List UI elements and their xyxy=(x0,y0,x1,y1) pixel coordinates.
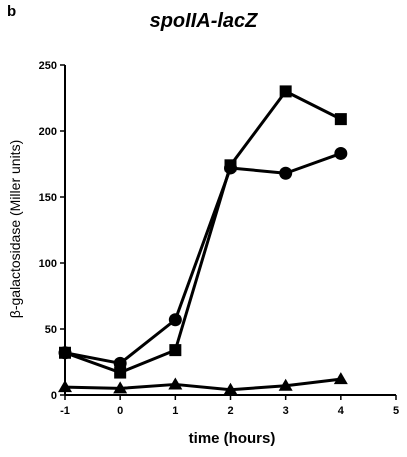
y-tick-label: 200 xyxy=(39,126,57,138)
y-axis-label: β-galactosidase (Miller units) xyxy=(7,140,23,318)
y-tick-label: 150 xyxy=(39,192,57,204)
y-tick-label: 250 xyxy=(39,60,57,72)
x-tick-label: 5 xyxy=(393,405,399,417)
series-square xyxy=(59,85,347,379)
x-tick-label: 1 xyxy=(172,405,178,417)
data-point-circle xyxy=(279,166,293,180)
panel-letter: b xyxy=(7,3,17,20)
data-point-circle xyxy=(58,346,72,360)
data-point-circle xyxy=(334,146,348,160)
data-point-triangle xyxy=(223,382,238,395)
x-tick-label: 2 xyxy=(227,405,233,417)
data-point-triangle xyxy=(168,377,183,390)
series-line xyxy=(64,89,342,375)
data-point-square xyxy=(334,113,347,126)
data-point-triangle xyxy=(278,378,293,391)
y-tick-label: 100 xyxy=(39,258,57,270)
data-point-circle xyxy=(113,356,127,370)
data-point-square xyxy=(169,344,182,357)
series-circle xyxy=(58,146,348,370)
series-line xyxy=(64,377,342,392)
x-tick-label: 3 xyxy=(283,405,289,417)
x-axis-label: time (hours) xyxy=(189,430,276,447)
series-triangle xyxy=(58,372,348,395)
series-layer xyxy=(58,85,348,395)
data-point-circle xyxy=(224,161,237,175)
data-point-triangle xyxy=(58,380,72,393)
data-point-square xyxy=(279,85,292,98)
x-tick-label: 4 xyxy=(338,405,345,417)
data-point-triangle xyxy=(333,372,348,385)
x-tick-label: -1 xyxy=(60,405,70,417)
x-tick-label: 0 xyxy=(117,405,123,417)
data-point-square xyxy=(114,366,127,379)
chart-title: spoIIA-lacZ xyxy=(149,10,258,32)
data-point-triangle xyxy=(113,381,128,394)
y-tick-label: 50 xyxy=(45,324,57,336)
data-point-circle xyxy=(168,313,182,327)
series-line xyxy=(64,152,342,365)
y-tick-label: 0 xyxy=(51,390,57,402)
